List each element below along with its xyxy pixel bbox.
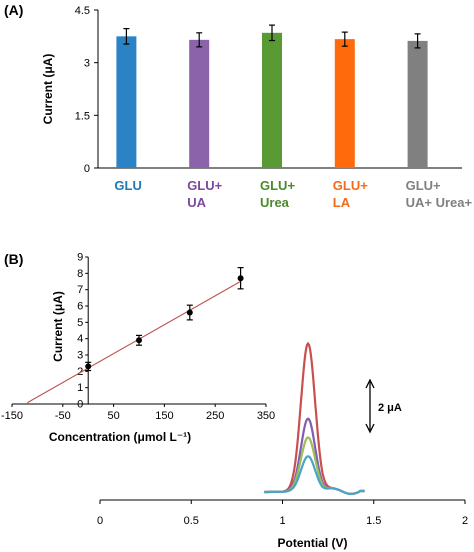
inset-y-axis-title: Current (μA) [51, 291, 65, 362]
panel-b-calibration-inset: 0 1 2 3 4 5 6 7 8 9 -150 -50 50 150 250 350 Current (μA)… [1, 252, 275, 445]
category-label: GLU+ [260, 178, 295, 193]
inset-y-tick-label: 8 [77, 268, 83, 280]
category-label: GLU+ [333, 178, 368, 193]
inset-y-tick-label: 9 [77, 252, 83, 264]
category-label: GLU [114, 178, 141, 193]
inset-y-tick-label: 5 [77, 317, 83, 329]
x-tick-label: 2 [462, 515, 468, 527]
y-tick-label: 4.5 [75, 5, 90, 17]
category-label: UA+ Urea+ LA [406, 195, 474, 210]
y-tick-label: 3 [84, 58, 90, 70]
data-point [136, 337, 142, 344]
bar [189, 39, 210, 168]
inset-y-tick-label: 1 [77, 382, 83, 394]
category-label: UA [187, 195, 206, 210]
bar [116, 36, 137, 169]
inset-x-axis-title: Concentration (μmol L⁻¹) [49, 430, 191, 444]
category-label: LA [333, 195, 351, 210]
category-label: Urea [260, 195, 290, 210]
inset-y-tick-label: 3 [77, 350, 83, 362]
panel-label-a: (A) [4, 2, 23, 18]
bar [407, 40, 428, 168]
bar [262, 32, 282, 169]
x-tick-label: 1 [279, 515, 285, 527]
y-tick-label: 1.5 [75, 110, 90, 122]
x-tick-label: 0.5 [184, 515, 199, 527]
x-tick-label: 1.5 [366, 515, 381, 527]
inset-y-tick-label: 7 [77, 284, 83, 296]
inset-y-tick-label: 4 [77, 333, 83, 345]
inset-y-tick-label: 0 [77, 399, 83, 411]
inset-x-tick-label: 250 [206, 410, 224, 422]
voltammogram-curve [264, 455, 365, 495]
x-tick-label: 0 [97, 515, 103, 527]
inset-x-tick-label: 50 [107, 410, 119, 422]
panel-a-bar-chart: (A) 0 1.5 3 4.5 Current (μA) GLU GLU+ UA GLU+ Urea… [4, 2, 474, 210]
x-axis-title: Potential (V) [277, 536, 347, 550]
bar [334, 39, 355, 168]
data-point [237, 275, 244, 282]
inset-y-tick-label: 2 [77, 366, 83, 378]
scale-bar-arrow-up [365, 378, 375, 389]
category-label: GLU+ [187, 178, 222, 193]
inset-x-tick-label: -50 [55, 410, 71, 422]
category-label: GLU+ [406, 178, 441, 193]
inset-x-tick-label: -150 [1, 410, 23, 422]
panel-label-b: (B) [4, 251, 23, 267]
data-point [186, 309, 193, 316]
inset-x-tick-label: 150 [155, 410, 173, 422]
panel-b-voltammogram: (B) 0 0.5 1 1.5 2 Potential (V) 2 μA [4, 251, 468, 550]
y-axis-title: Current (μA) [41, 54, 55, 125]
fit-line [26, 280, 241, 404]
scale-bar-label: 2 μA [378, 402, 402, 414]
y-tick-label: 0 [84, 163, 90, 175]
inset-x-tick-label: 350 [257, 410, 275, 422]
data-point [85, 363, 92, 370]
inset-y-tick-label: 6 [77, 301, 83, 313]
scale-bar-arrow-down [365, 423, 375, 434]
